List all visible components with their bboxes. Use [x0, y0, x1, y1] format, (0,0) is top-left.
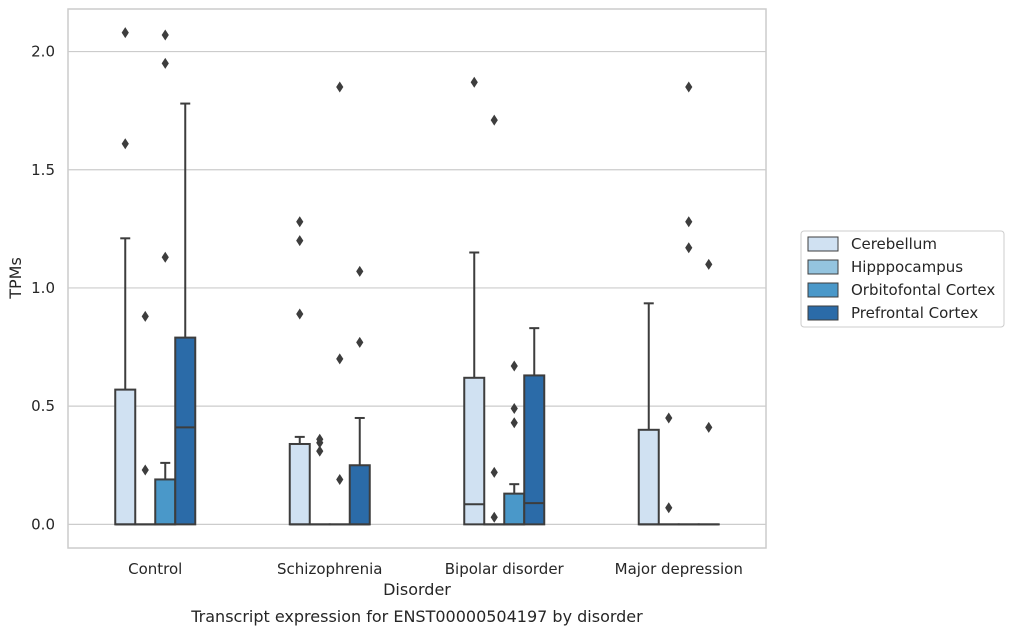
- box-group: [463, 76, 546, 526]
- y-tick-labels: 0.0 0.5 1.0 1.5 2.0: [31, 43, 55, 534]
- outlier-point: [510, 403, 518, 415]
- outlier-point: [490, 511, 498, 523]
- outlier-point: [356, 336, 364, 348]
- y-tick-label: 2.0: [31, 43, 55, 61]
- plot-frame: [67, 8, 767, 549]
- legend: Cerebellum Hipppocampus Orbitofontal Corte…: [800, 230, 1005, 328]
- x-tick-label: Bipolar disorder: [445, 560, 565, 578]
- chart-title: Transcript expression for ENST0000050419…: [190, 607, 643, 626]
- box: [523, 374, 546, 526]
- outlier-point: [316, 433, 324, 445]
- outlier-point: [161, 57, 169, 69]
- box-groups: [114, 27, 720, 526]
- box: [114, 388, 137, 526]
- x-axis-label: Disorder: [383, 580, 451, 599]
- legend-label: Orbitofontal Cortex: [851, 281, 995, 299]
- x-tick-label: Control: [128, 560, 182, 578]
- box: [154, 478, 177, 526]
- legend-label: Hipppocampus: [851, 258, 963, 276]
- outlier-point: [141, 464, 149, 476]
- legend-swatch: [807, 259, 839, 275]
- outlier-point: [296, 235, 304, 247]
- box: [637, 428, 660, 526]
- outlier-point: [705, 258, 713, 270]
- legend-swatch: [807, 236, 839, 252]
- y-tick-label: 1.5: [31, 161, 55, 179]
- y-tick-label: 0.0: [31, 515, 55, 533]
- legend-swatch: [807, 282, 839, 298]
- outlier-point: [296, 308, 304, 320]
- outlier-point: [336, 353, 344, 365]
- outlier-point: [296, 216, 304, 228]
- legend-frame: [800, 230, 1005, 328]
- x-tick-label: Schizophrenia: [277, 560, 382, 578]
- outlier-point: [470, 76, 478, 88]
- y-tick-label: 1.0: [31, 279, 55, 297]
- outlier-point: [336, 473, 344, 485]
- outlier-point: [336, 81, 344, 93]
- outlier-point: [121, 27, 129, 39]
- outlier-point: [685, 242, 693, 254]
- box-group: [637, 81, 720, 526]
- outlier-point: [121, 138, 129, 150]
- box: [348, 464, 371, 526]
- outlier-point: [316, 445, 324, 457]
- y-tick-label: 0.5: [31, 397, 55, 415]
- box: [174, 336, 197, 526]
- y-axis-label: TPMs: [6, 257, 25, 300]
- box-group: [114, 27, 197, 526]
- outlier-point: [685, 216, 693, 228]
- x-tick-label: Major depression: [615, 560, 743, 578]
- outlier-point: [685, 81, 693, 93]
- box: [463, 376, 486, 526]
- outlier-point: [490, 114, 498, 126]
- x-tick-labels: Control Schizophrenia Bipolar disorder Majo…: [128, 560, 743, 578]
- box: [503, 492, 526, 526]
- box-group: [288, 81, 371, 526]
- legend-label: Cerebellum: [851, 235, 937, 253]
- outlier-point: [161, 251, 169, 263]
- outlier-point: [665, 502, 673, 514]
- outlier-point: [161, 29, 169, 41]
- outlier-point: [665, 412, 673, 424]
- box: [288, 442, 311, 526]
- outlier-point: [490, 466, 498, 478]
- legend-label: Prefrontal Cortex: [851, 304, 978, 322]
- outlier-point: [141, 310, 149, 322]
- plot-background: [68, 9, 766, 548]
- legend-swatch: [807, 305, 839, 321]
- outlier-point: [510, 360, 518, 372]
- outlier-point: [356, 265, 364, 277]
- outlier-point: [705, 421, 713, 433]
- outlier-point: [510, 417, 518, 429]
